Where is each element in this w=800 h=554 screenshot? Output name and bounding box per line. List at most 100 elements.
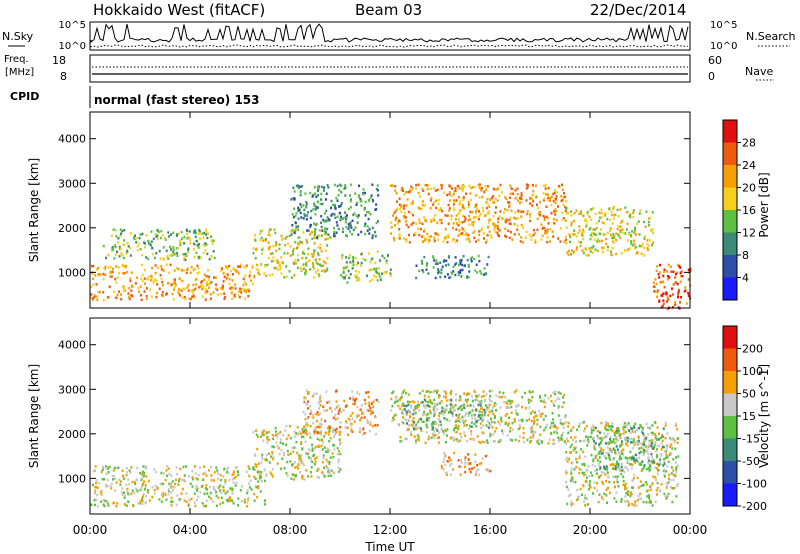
heatmap-cell [369, 406, 372, 410]
heatmap-cell [504, 227, 507, 230]
heatmap-cell [315, 222, 318, 226]
heatmap-cell [272, 456, 275, 459]
heatmap-cell [541, 412, 544, 416]
heatmap-cell [665, 293, 668, 296]
heatmap-cell [486, 263, 489, 266]
heatmap-cell [477, 210, 480, 213]
heatmap-cell [542, 418, 545, 421]
heatmap-cell [126, 250, 129, 253]
heatmap-cell [345, 421, 348, 425]
heatmap-cell [514, 408, 517, 412]
heatmap-cell [458, 221, 461, 224]
heatmap-cell [381, 254, 384, 258]
heatmap-cell [577, 467, 580, 470]
heatmap-cell [401, 409, 404, 412]
heatmap-cell [404, 437, 407, 441]
heatmap-cell [439, 394, 442, 398]
heatmap-cell [664, 421, 667, 425]
heatmap-cell [396, 219, 399, 223]
heatmap-cell [102, 272, 105, 276]
heatmap-cell [478, 230, 481, 233]
heatmap-cell [524, 236, 527, 239]
heatmap-cell [312, 254, 315, 257]
heatmap-cell [428, 409, 431, 412]
heatmap-cell [399, 398, 402, 401]
heatmap-cell [602, 449, 605, 452]
heatmap-cell [167, 488, 170, 491]
heatmap-cell [457, 459, 460, 462]
heatmap-cell [648, 501, 651, 504]
heatmap-cell [662, 302, 665, 306]
heatmap-cell [530, 235, 533, 238]
heatmap-cell [300, 441, 303, 444]
station-title: Hokkaido West (fitACF) [93, 1, 265, 19]
heatmap-cell [354, 269, 357, 273]
colorbar-tick-label: -50 [742, 455, 760, 468]
heatmap-cell [334, 216, 337, 220]
heatmap-cell [377, 220, 379, 223]
heatmap-cell [676, 282, 679, 286]
heatmap-cell [446, 235, 449, 238]
heatmap-cell [423, 230, 426, 233]
heatmap-cell [476, 409, 479, 412]
heatmap-cell [533, 420, 536, 424]
heatmap-cell [361, 404, 364, 407]
heatmap-cell [111, 249, 114, 252]
heatmap-cell [415, 264, 418, 267]
heatmap-cell [588, 247, 591, 250]
heatmap-cell [227, 471, 230, 474]
heatmap-cell [616, 448, 619, 451]
heatmap-cell [620, 498, 623, 501]
heatmap-cell [317, 431, 319, 434]
heatmap-cell [183, 242, 186, 245]
heatmap-cell [362, 257, 365, 261]
heatmap-cell [394, 396, 397, 400]
heatmap-cell [648, 426, 651, 430]
heatmap-cell [552, 391, 555, 394]
heatmap-cell [468, 215, 471, 218]
heatmap-cell [589, 226, 592, 230]
heatmap-cell [409, 412, 412, 415]
heatmap-cell [200, 281, 203, 284]
heatmap-cell [360, 230, 363, 234]
heatmap-cell [480, 407, 483, 410]
heatmap-cell [303, 477, 305, 481]
heatmap-cell [494, 415, 496, 418]
heatmap-cell [227, 497, 230, 501]
heatmap-cell [511, 400, 514, 404]
heatmap-cell [95, 283, 98, 286]
heatmap-cell [609, 218, 612, 222]
heatmap-cell [475, 203, 478, 206]
heatmap-cell [457, 212, 460, 215]
heatmap-cell [274, 266, 277, 270]
heatmap-cell [311, 443, 314, 447]
heatmap-cell [397, 423, 400, 426]
heatmap-cell [564, 200, 567, 203]
heatmap-cell [387, 254, 389, 257]
heatmap-cell [93, 490, 96, 494]
heatmap-cell [630, 234, 632, 237]
heatmap-cell [146, 491, 149, 494]
heatmap-cell [427, 192, 430, 196]
heatmap-cell [352, 263, 355, 267]
heatmap-cell [544, 426, 547, 429]
heatmap-cell [515, 412, 518, 415]
heatmap-cell [612, 463, 615, 467]
heatmap-cell [541, 234, 544, 238]
heatmap-cell [497, 420, 500, 424]
heatmap-cell [521, 418, 524, 422]
heatmap-cell [114, 253, 117, 256]
heatmap-cell [304, 396, 307, 400]
heatmap-cell [502, 211, 505, 214]
heatmap-cell [534, 241, 537, 244]
heatmap-cell [526, 210, 529, 213]
heatmap-cell [473, 422, 476, 426]
heatmap-cell [608, 456, 611, 460]
heatmap-cell [309, 405, 312, 408]
heatmap-cell [673, 439, 676, 442]
heatmap-cell [590, 429, 593, 432]
heatmap-cell [316, 437, 319, 441]
heatmap-cell [660, 454, 663, 457]
heatmap-cell [637, 435, 640, 438]
heatmap-cell [313, 233, 316, 237]
